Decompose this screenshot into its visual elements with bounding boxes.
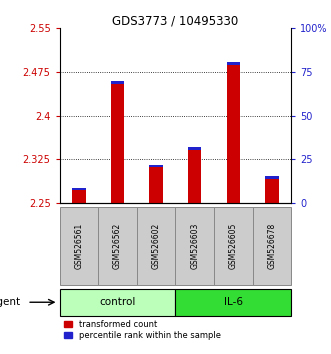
Text: GSM526603: GSM526603 bbox=[190, 223, 199, 269]
Legend: transformed count, percentile rank within the sample: transformed count, percentile rank withi… bbox=[64, 320, 221, 340]
Bar bbox=[227, 62, 240, 65]
Bar bbox=[265, 176, 279, 179]
Bar bbox=[227, 65, 240, 203]
Text: GSM526562: GSM526562 bbox=[113, 223, 122, 269]
FancyBboxPatch shape bbox=[214, 207, 253, 285]
Bar bbox=[111, 84, 124, 203]
FancyBboxPatch shape bbox=[137, 207, 175, 285]
FancyBboxPatch shape bbox=[60, 207, 98, 285]
FancyBboxPatch shape bbox=[253, 207, 291, 285]
Text: GSM526561: GSM526561 bbox=[74, 223, 83, 269]
FancyBboxPatch shape bbox=[175, 289, 291, 316]
Bar bbox=[72, 188, 86, 190]
Text: agent: agent bbox=[0, 297, 20, 307]
Bar bbox=[111, 81, 124, 84]
Text: GSM526678: GSM526678 bbox=[267, 223, 276, 269]
Bar bbox=[188, 149, 202, 203]
Text: IL-6: IL-6 bbox=[224, 297, 243, 307]
Title: GDS3773 / 10495330: GDS3773 / 10495330 bbox=[112, 14, 239, 27]
Bar bbox=[188, 147, 202, 149]
FancyBboxPatch shape bbox=[60, 289, 175, 316]
FancyBboxPatch shape bbox=[98, 207, 137, 285]
Bar bbox=[265, 179, 279, 203]
Text: GSM526605: GSM526605 bbox=[229, 223, 238, 269]
Bar bbox=[149, 167, 163, 203]
Text: GSM526602: GSM526602 bbox=[152, 223, 161, 269]
Bar bbox=[72, 190, 86, 203]
FancyBboxPatch shape bbox=[175, 207, 214, 285]
Bar bbox=[149, 165, 163, 167]
Text: control: control bbox=[99, 297, 136, 307]
